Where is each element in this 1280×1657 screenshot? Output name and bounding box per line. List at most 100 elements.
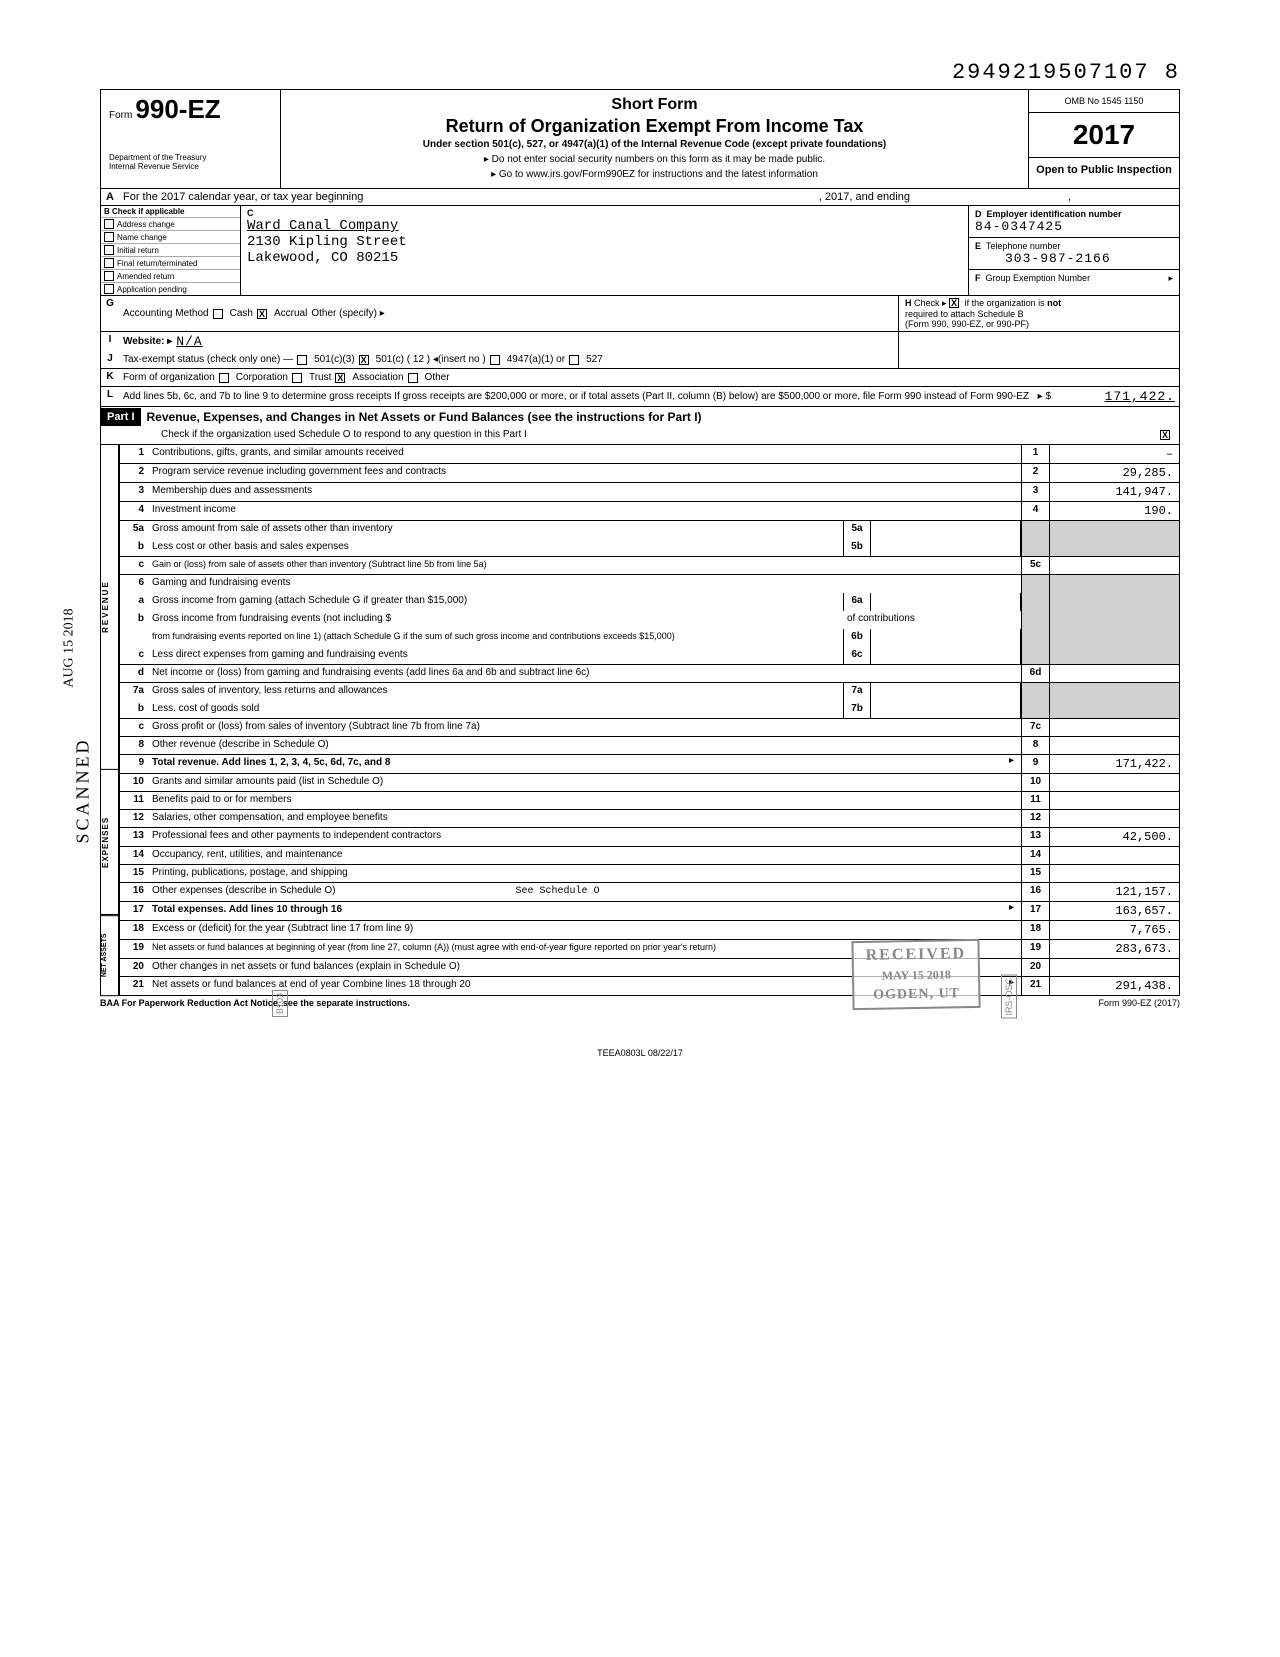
part-1-label: Part I — [101, 408, 141, 426]
check-4947[interactable] — [490, 355, 500, 365]
check-cash[interactable] — [213, 309, 223, 319]
website-value: N/A — [176, 334, 202, 349]
g-text: Accounting Method — [123, 308, 209, 319]
omb-number: OMB No 1545 1150 — [1029, 90, 1179, 113]
check-no-sched-b[interactable] — [949, 298, 959, 308]
l-amt-label: ▸ $ — [1038, 391, 1051, 402]
j-text: Tax-exempt status (check only one) — — [123, 354, 293, 365]
footer: BAA For Paperwork Reduction Act Notice, … — [100, 998, 1180, 1008]
line-13-desc: Professional fees and other payments to … — [148, 828, 1021, 846]
org-name: Ward Canal Company — [247, 218, 962, 234]
revenue-label: REVENUE — [101, 445, 118, 770]
line-6c-desc: Less direct expenses from gaming and fun… — [148, 647, 843, 664]
check-initial-return[interactable]: Initial return — [101, 244, 240, 257]
line-l: L Add lines 5b, 6c, and 7b to line 9 to … — [100, 387, 1180, 407]
line-6a-desc: Gross income from gaming (attach Schedul… — [148, 593, 843, 611]
title-block: Short Form Return of Organization Exempt… — [281, 90, 1029, 188]
line-a-mid: , 2017, and ending — [819, 191, 910, 203]
line-j: J Tax-exempt status (check only one) — 5… — [100, 351, 1180, 369]
line-16-desc: Other expenses (describe in Schedule O) — [152, 885, 335, 896]
check-501c3[interactable] — [297, 355, 307, 365]
form-label: Form — [109, 110, 132, 121]
col-def: D Employer identification number 84-0347… — [969, 206, 1179, 295]
f-label: F — [975, 273, 981, 283]
check-trust[interactable] — [292, 373, 302, 383]
check-assoc[interactable] — [335, 373, 345, 383]
check-501c[interactable] — [359, 355, 369, 365]
check-pending[interactable]: Application pending — [101, 283, 240, 295]
line-6-desc: Gaming and fundraising events — [148, 575, 1021, 593]
form-subtitle: Under section 501(c), 527, or 4947(a)(1)… — [289, 139, 1020, 150]
line-6d-desc: Net income or (loss) from gaming and fun… — [148, 665, 1021, 682]
line-6b2-desc: from fundraising events reported on line… — [148, 629, 843, 647]
line-1-val: – — [1049, 445, 1179, 463]
line-a: A For the 2017 calendar year, or tax yea… — [100, 189, 1180, 206]
org-addr1: 2130 Kipling Street — [247, 234, 962, 250]
website-label: Website: ▸ — [123, 336, 172, 347]
e-label: E — [975, 241, 981, 251]
line-12-desc: Salaries, other compensation, and employ… — [148, 810, 1021, 827]
expenses-label: EXPENSES — [101, 770, 118, 915]
form-id-block: Form 990-EZ Department of the Treasury I… — [101, 90, 281, 188]
line-6b1-desc: Gross income from fundraising events (no… — [152, 613, 391, 624]
scanned-label: SCANNED — [73, 737, 94, 843]
tax-year: 2017 — [1029, 113, 1179, 158]
part-1-check-text: Check if the organization used Schedule … — [161, 429, 1160, 440]
line-i: I Website: ▸ N/A — [100, 332, 1180, 351]
line-10-desc: Grants and similar amounts paid (list in… — [148, 774, 1021, 791]
part-1-header: Part I Revenue, Expenses, and Changes in… — [100, 407, 1180, 445]
line-4-desc: Investment income — [148, 502, 1021, 520]
line-19-val: 283,673. — [1049, 940, 1179, 958]
col-c: C Ward Canal Company 2130 Kipling Street… — [241, 206, 969, 295]
check-final-return[interactable]: Final return/terminated — [101, 257, 240, 270]
ein-value: 84-0347425 — [975, 219, 1063, 234]
dept-label: Department of the Treasury Internal Reve… — [109, 153, 272, 171]
line-21-val: 291,438. — [1049, 977, 1179, 995]
check-name-change[interactable]: Name change — [101, 231, 240, 244]
irs-osc-stamp: IRS-OSC — [1001, 975, 1017, 1019]
line-18-val: 7,765. — [1049, 921, 1179, 939]
check-527[interactable] — [569, 355, 579, 365]
check-header: Check if applicable — [112, 207, 184, 216]
check-corp[interactable] — [219, 373, 229, 383]
scan-date-label: AUG 15 2018 — [62, 608, 78, 687]
part-1-title: Revenue, Expenses, and Changes in Net As… — [141, 407, 708, 427]
stamp-loc: OGDEN, UT — [866, 986, 967, 1004]
check-schedule-o[interactable] — [1160, 430, 1170, 440]
short-form-label: Short Form — [289, 96, 1020, 114]
form-title: Return of Organization Exempt From Incom… — [289, 116, 1020, 137]
line-7b-desc: Less. cost of goods sold — [148, 701, 843, 718]
line-9-val: 171,422. — [1049, 755, 1179, 773]
k-text: Form of organization — [123, 372, 215, 383]
line-7a-desc: Gross sales of inventory, less returns a… — [148, 683, 843, 701]
f-arrow: ▸ — [1168, 273, 1173, 284]
footer-left: BAA For Paperwork Reduction Act Notice, … — [100, 998, 410, 1008]
line-3-val: 141,947. — [1049, 483, 1179, 501]
check-address-change[interactable]: Address change — [101, 218, 240, 231]
d-label: D — [975, 209, 982, 219]
l-text: Add lines 5b, 6c, and 7b to line 9 to de… — [123, 391, 1034, 402]
line-13-val: 42,500. — [1049, 828, 1179, 846]
check-amended[interactable]: Amended return — [101, 270, 240, 283]
check-accrual[interactable] — [257, 309, 267, 319]
line-4-val: 190. — [1049, 502, 1179, 520]
e-title: Telephone number — [986, 241, 1061, 251]
line-16-val: 121,157. — [1049, 883, 1179, 901]
line-a-end: , — [1068, 191, 1071, 203]
line-g-h: G Accounting Method Cash Accrual Other (… — [100, 296, 1180, 332]
phone-value: 303-987-2166 — [975, 251, 1111, 266]
line-18-desc: Excess or (deficit) for the year (Subtra… — [148, 921, 1021, 939]
line-8-desc: Other revenue (describe in Schedule O) — [148, 737, 1021, 754]
form-header: Form 990-EZ Department of the Treasury I… — [100, 89, 1180, 189]
line-5a-desc: Gross amount from sale of assets other t… — [148, 521, 843, 539]
line-a-label: A — [101, 189, 119, 205]
footnote: TEEA0803L 08/22/17 — [100, 1048, 1180, 1058]
form-note-2: ▸ Go to www.irs.gov/Form990EZ for instru… — [289, 169, 1020, 180]
check-other[interactable] — [408, 373, 418, 383]
line-11-desc: Benefits paid to or for members — [148, 792, 1021, 809]
f-title: Group Exemption Number — [986, 273, 1091, 283]
footer-right: Form 990-EZ (2017) — [1098, 998, 1180, 1008]
form-number: 990-EZ — [135, 94, 220, 124]
block-c-label: C — [247, 208, 962, 218]
line-a-text: For the 2017 calendar year, or tax year … — [123, 191, 363, 203]
